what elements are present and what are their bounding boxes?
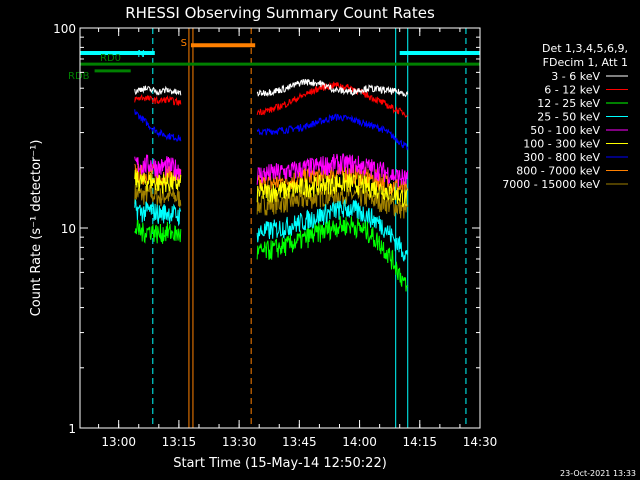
series-line-6-1 <box>256 113 409 151</box>
series-8 <box>134 184 409 219</box>
series-0 <box>134 78 409 98</box>
legend-label-3: 25 - 50 keV <box>537 111 600 124</box>
series-line-4-1 <box>256 153 409 187</box>
y-tick-label-2: 100 <box>53 22 76 36</box>
chart-title: RHESSI Observing Summary Count Rates <box>125 4 435 22</box>
series-4 <box>134 153 409 187</box>
x-tick-label-6: 14:30 <box>463 435 498 449</box>
series-line-3-1 <box>256 198 409 262</box>
series-line-3-0 <box>134 199 182 227</box>
y-tick-label-0: 1 <box>68 422 76 436</box>
series-line-1-1 <box>256 81 408 118</box>
legend-header-line-2: FDecim 1, Att 1 <box>543 56 628 69</box>
x-tick-label-1: 13:15 <box>162 435 197 449</box>
flag-label-n: N <box>137 49 144 60</box>
series-line-8-1 <box>256 185 409 219</box>
legend-header-line-1: Det 1,3,4,5,6,9, <box>542 42 628 55</box>
legend: Det 1,3,4,5,6,9, FDecim 1, Att 1 3 - 6 k… <box>502 42 628 191</box>
axes: 13:00 13:15 13:30 13:45 14:00 14:15 14:30 1 10 10… <box>53 22 497 449</box>
x-axis-label: Start Time (15-May-14 12:50:22) <box>173 456 387 471</box>
series-6 <box>134 109 409 151</box>
legend-label-2: 12 - 25 keV <box>537 97 600 110</box>
y-tick-label-1: 10 <box>61 222 76 236</box>
series-line-5-1 <box>256 172 408 208</box>
series-line-2-1 <box>256 216 409 292</box>
legend-label-6: 300 - 800 keV <box>523 151 600 164</box>
plot-area: N S RD0 RDB <box>68 28 480 428</box>
flag-label-rdb: RDB <box>68 71 90 82</box>
series-line-8-0 <box>134 184 182 208</box>
series-5 <box>134 169 408 208</box>
legend-label-7: 800 - 7000 keV <box>516 165 600 178</box>
series-line-2-0 <box>134 219 182 244</box>
series-line-6-0 <box>134 109 182 143</box>
x-tick-label-0: 13:00 <box>101 435 136 449</box>
series-line-0-0 <box>134 85 182 96</box>
series-1 <box>134 81 408 118</box>
legend-label-0: 3 - 6 keV <box>551 70 600 83</box>
timestamp: 23-Oct-2021 13:33 <box>560 469 636 478</box>
series-line-0-1 <box>256 78 409 98</box>
series-line-1-0 <box>134 93 182 106</box>
series-line-5-0 <box>134 169 182 194</box>
x-tick-label-3: 13:45 <box>282 435 317 449</box>
x-tick-label-4: 14:00 <box>342 435 377 449</box>
legend-label-4: 50 - 100 keV <box>530 124 600 137</box>
y-axis-label: Count Rate (s⁻¹ detector⁻¹) <box>29 140 44 317</box>
legend-label-8: 7000 - 15000 keV <box>502 178 600 191</box>
series-3 <box>134 198 409 262</box>
x-tick-label-2: 13:30 <box>222 435 257 449</box>
flag-label-s: S <box>181 38 187 49</box>
legend-label-5: 100 - 300 keV <box>523 138 600 151</box>
legend-label-1: 6 - 12 keV <box>544 84 600 97</box>
series-2 <box>134 216 409 292</box>
x-tick-label-5: 14:15 <box>402 435 437 449</box>
series-line-4-0 <box>134 153 182 180</box>
flag-label-rd0: RD0 <box>100 53 121 64</box>
